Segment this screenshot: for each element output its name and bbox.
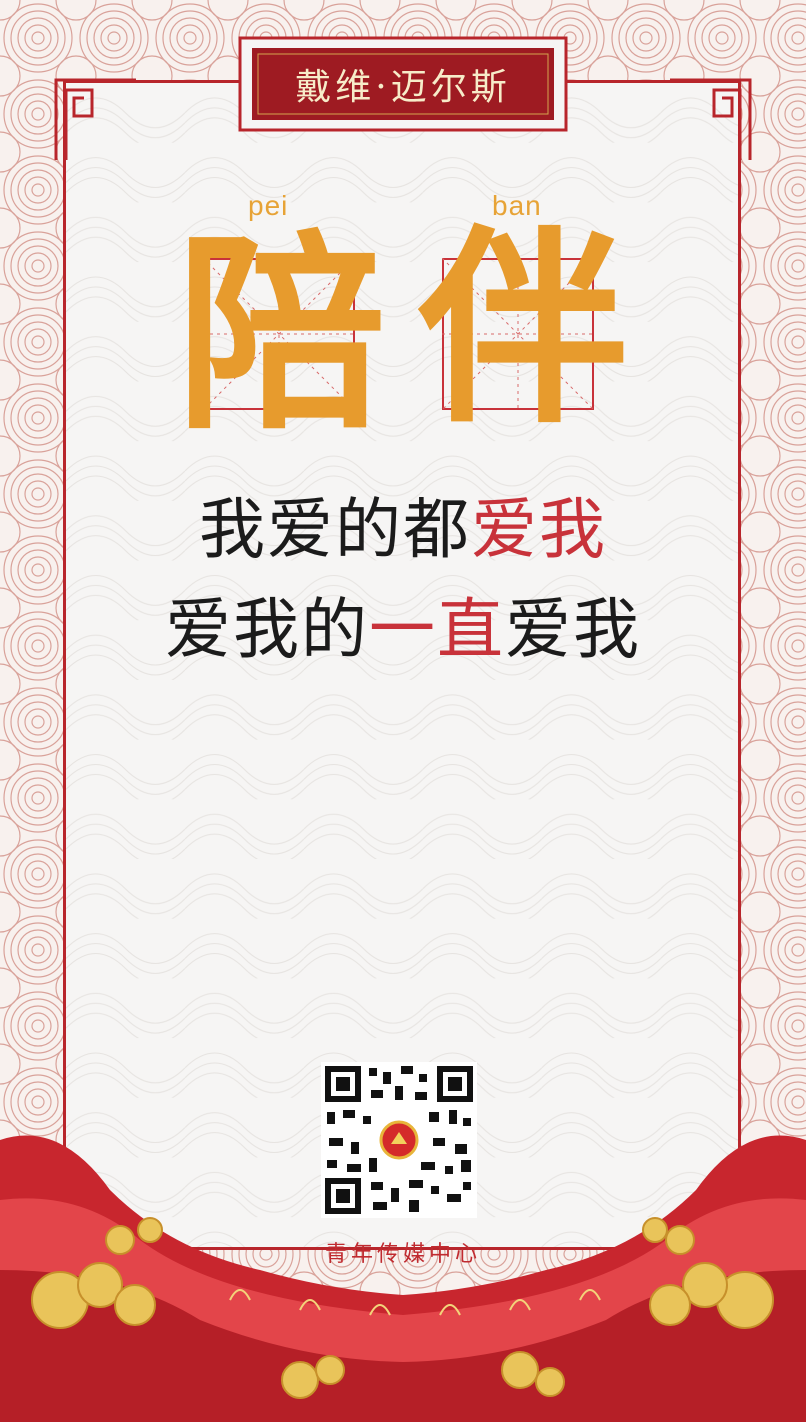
corner-ornament-left [54, 78, 136, 160]
qr-code-icon[interactable] [321, 1062, 477, 1218]
poster-panel [63, 80, 741, 1250]
calligraphy-grid-box-left [203, 258, 355, 410]
pinyin-ban: ban [492, 190, 542, 221]
auspicious-clouds-decoration [0, 1135, 806, 1422]
slogan-line-1-red: 爱我 [471, 491, 607, 568]
slogan-line-1: 我爱的都爱我 [0, 476, 806, 572]
poster-title: 戴维·迈尔斯 [295, 67, 511, 108]
plaque-frame [238, 36, 568, 132]
organization-name: 青年传媒中心 [324, 1242, 481, 1267]
pinyin-pei: pei [248, 190, 289, 221]
calligraphy-char-ban: 伴 [418, 205, 629, 452]
slogan-line-2-black-end: 爱我 [505, 591, 641, 668]
calligraphy-grid-box-right [442, 258, 594, 410]
slogan-line-2-red: 一直 [369, 591, 505, 668]
cloud-texture [66, 83, 738, 1247]
calligraphy-char-pei: 陪 [176, 211, 387, 458]
title-plaque: 戴维·迈尔斯 [238, 36, 568, 132]
slogan-line-2: 爱我的一直爱我 [0, 576, 806, 672]
slogan-line-1-black: 我爱的都 [199, 491, 471, 568]
slogan-line-2-black-start: 爱我的 [165, 591, 369, 668]
corner-ornament-right [670, 78, 752, 160]
